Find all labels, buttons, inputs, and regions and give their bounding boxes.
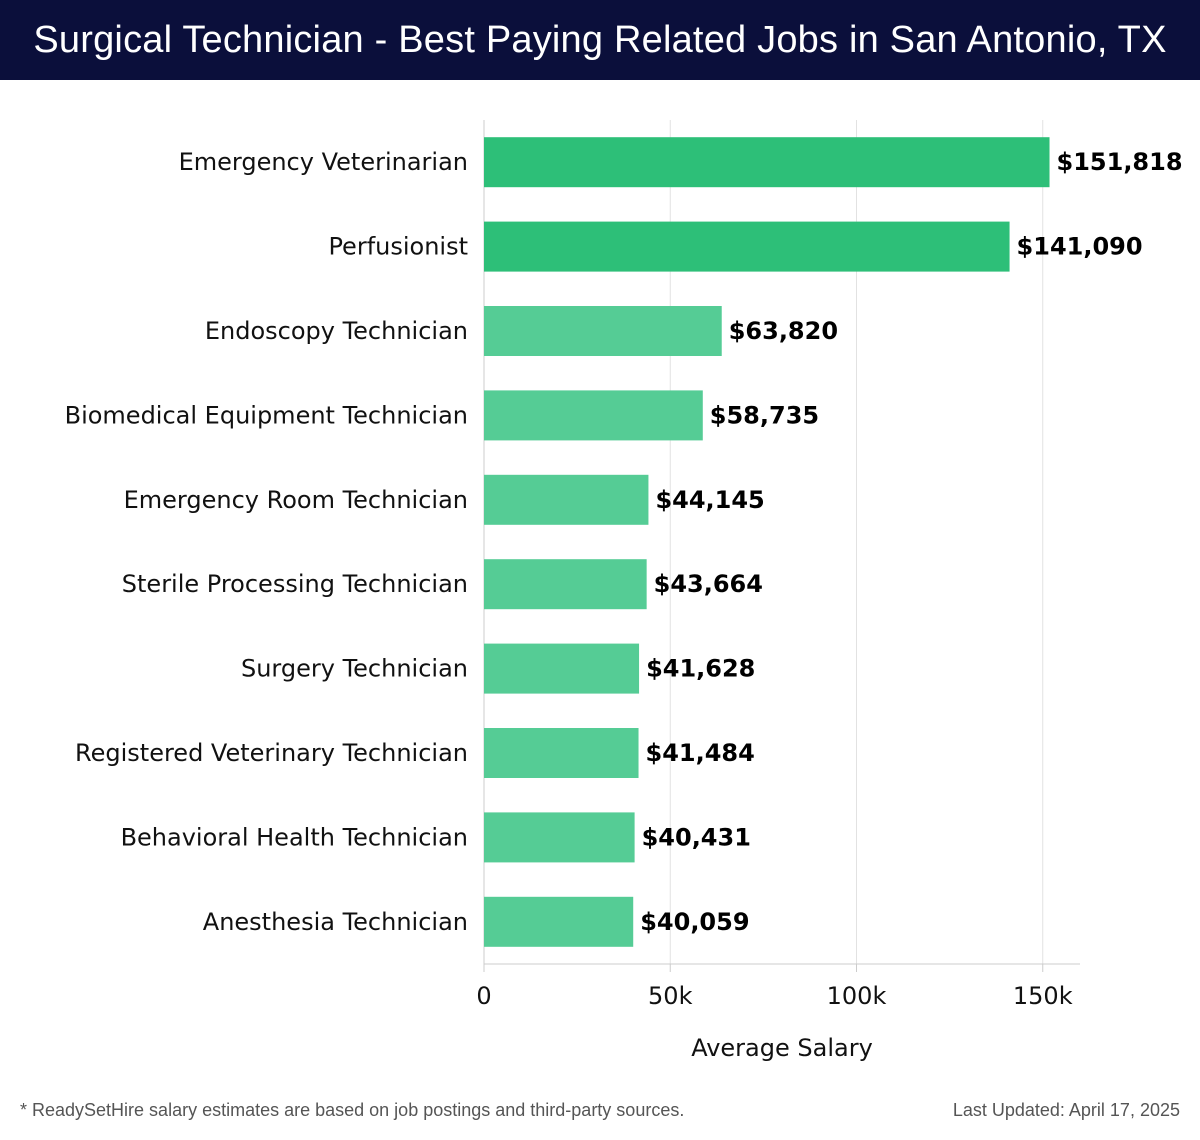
bars [484,137,1050,947]
category-label: Behavioral Health Technician [121,823,468,851]
value-labels: $151,818 $141,090 $63,820 $58,735 $44,145 $43… [640,148,1182,936]
bar [484,559,647,610]
category-label: Perfusionist [328,233,468,261]
value-label: $44,145 [655,486,764,514]
value-label: $151,818 [1057,148,1183,176]
x-tick-label: 150k [1013,982,1073,1010]
value-label: $40,431 [642,823,751,851]
x-tick-labels: 0 50k 100k 150k [476,982,1072,1010]
footer-note: * ReadySetHire salary estimates are base… [20,1100,685,1120]
category-label: Anesthesia Technician [203,908,468,936]
bar [484,306,722,356]
bar [484,812,635,863]
value-label: $141,090 [1017,233,1143,261]
x-tick-label: 100k [827,982,887,1010]
x-tick-label: 50k [648,982,693,1010]
value-label: $41,628 [646,655,755,683]
bar [484,221,1010,272]
value-label: $63,820 [729,317,838,345]
bar [484,137,1050,188]
category-label: Endoscopy Technician [205,317,468,345]
value-label: $43,664 [654,570,763,598]
bar [484,643,640,694]
category-label: Surgery Technician [241,655,468,683]
bar [484,728,639,778]
category-labels: Emergency Veterinarian Perfusionist Endosc… [65,148,468,936]
value-label: $40,059 [640,908,749,936]
bar [484,390,703,441]
chart-title: Surgical Technician - Best Paying Relate… [33,18,1167,61]
x-tick-label: 0 [476,982,491,1010]
bar [484,896,634,947]
chart-title-bar: Surgical Technician - Best Paying Relate… [0,0,1200,80]
value-label: $41,484 [646,739,755,767]
x-axis-label: Average Salary [691,1034,873,1062]
category-label: Emergency Room Technician [124,486,468,514]
bar [484,474,649,525]
last-updated: Last Updated: April 17, 2025 [952,1100,1180,1120]
category-label: Registered Veterinary Technician [75,739,468,767]
value-label: $58,735 [710,401,819,429]
category-label: Biomedical Equipment Technician [65,401,468,429]
category-label: Emergency Veterinarian [179,148,468,176]
category-label: Sterile Processing Technician [122,570,468,598]
bar-chart: Emergency Veterinarian Perfusionist Endosc… [65,120,1183,1062]
